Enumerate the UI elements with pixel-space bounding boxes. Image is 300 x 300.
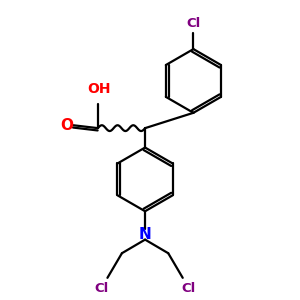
Text: Cl: Cl bbox=[186, 17, 201, 30]
Text: OH: OH bbox=[88, 82, 111, 96]
Text: N: N bbox=[139, 227, 152, 242]
Text: Cl: Cl bbox=[182, 282, 196, 295]
Text: O: O bbox=[60, 118, 74, 133]
Text: Cl: Cl bbox=[94, 282, 109, 295]
